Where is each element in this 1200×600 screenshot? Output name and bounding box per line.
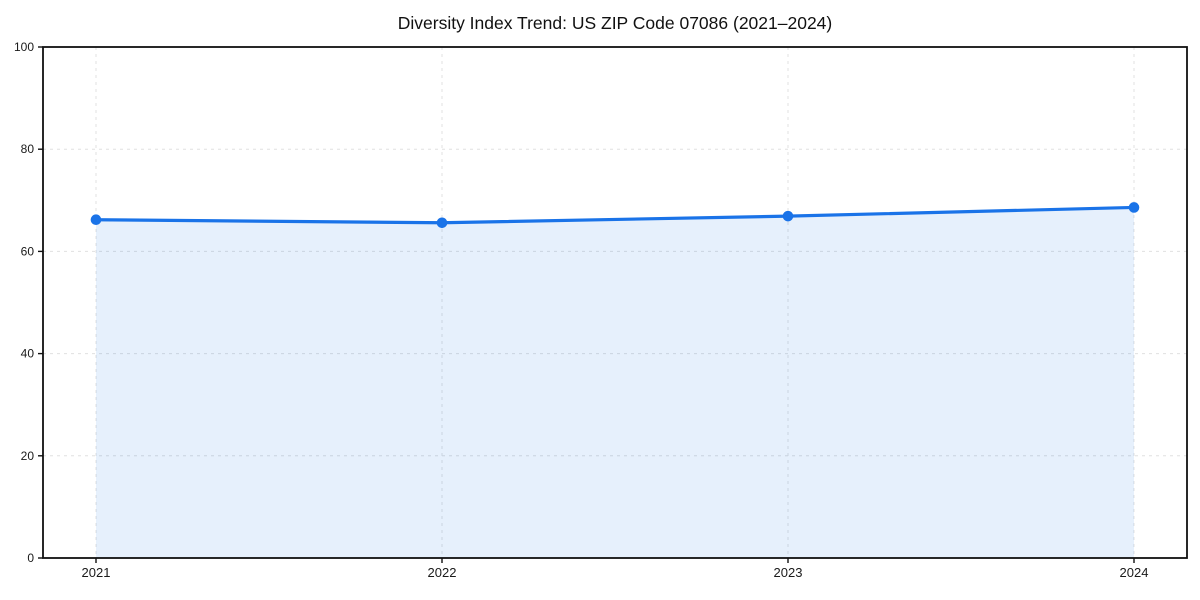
x-tick-label: 2022 <box>428 565 457 580</box>
plot-area: 0 20 40 60 80 100 2021 2022 2023 2024 <box>14 40 1188 580</box>
x-tick-label: 2023 <box>774 565 803 580</box>
plot-border <box>42 46 1188 559</box>
chart-title: Diversity Index Trend: US ZIP Code 07086… <box>398 13 833 33</box>
data-point-2021 <box>90 214 102 226</box>
data-point-2023 <box>782 210 794 222</box>
y-tick-label: 80 <box>21 142 35 156</box>
y-tick-label: 20 <box>21 449 35 463</box>
trend-line <box>94 205 1136 225</box>
data-point-2024 <box>1128 202 1140 213</box>
y-tick-label: 100 <box>14 40 34 54</box>
y-tick-label: 40 <box>21 347 35 361</box>
y-tick-label: 60 <box>21 244 35 258</box>
x-tick-label: 2021 <box>82 565 111 580</box>
data-point-2022 <box>436 217 448 229</box>
x-tick-label: 2024 <box>1120 565 1149 580</box>
y-tick-label: 0 <box>27 551 34 565</box>
area-fill <box>96 207 1134 559</box>
